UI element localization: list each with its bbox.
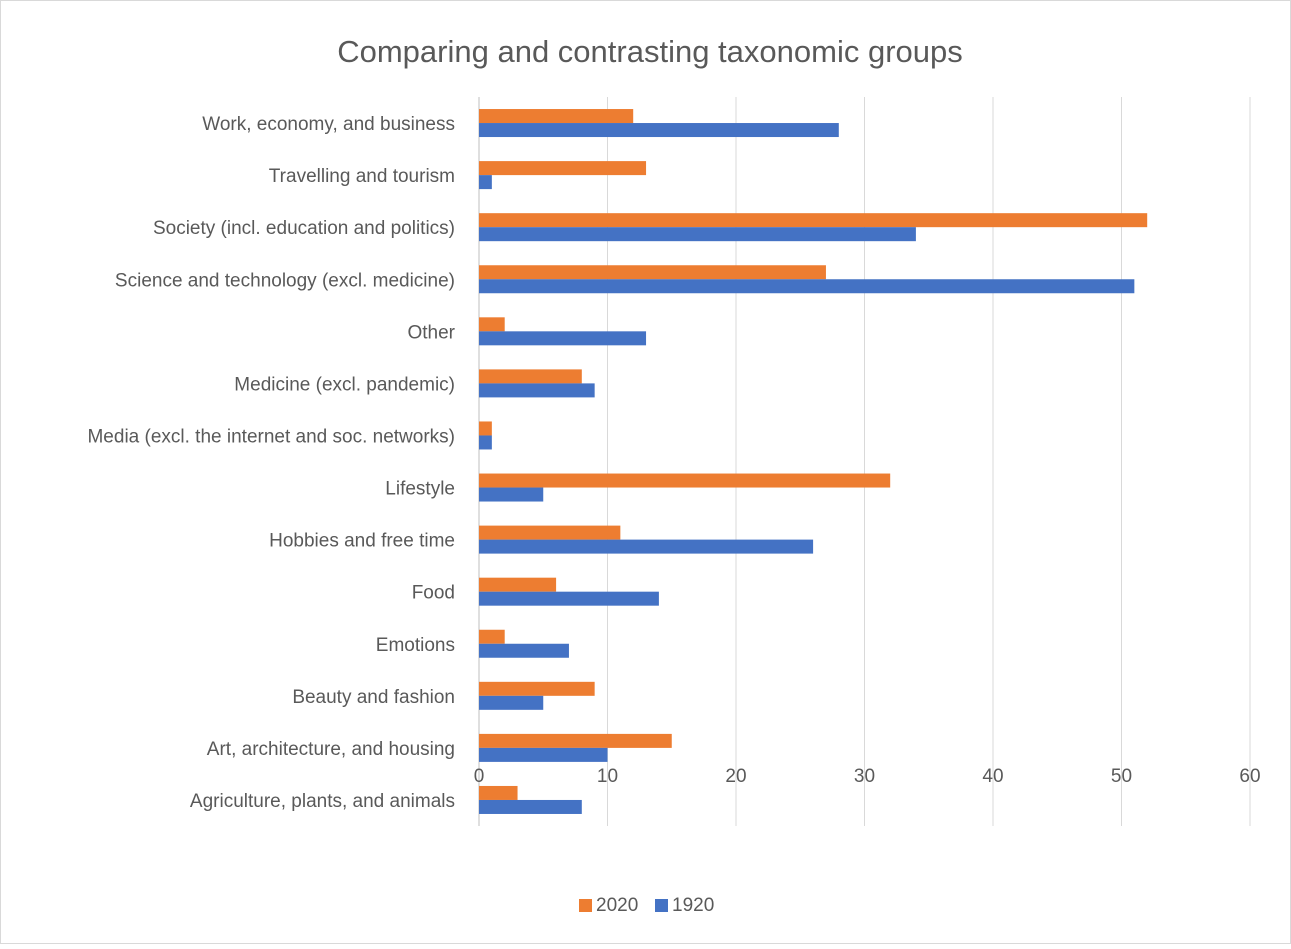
bar-2020 [479,213,1148,228]
category-label: Emotions [376,635,455,656]
bar-2020 [479,681,595,696]
category-label: Travelling and tourism [269,166,455,187]
x-tick-label: 50 [1111,766,1132,787]
bar-1920 [479,435,492,450]
bar-1920 [479,695,544,710]
x-tick-label: 20 [725,766,746,787]
x-tick-label: 0 [474,766,485,787]
bar-2020 [479,525,621,540]
bar-2020 [479,473,891,488]
legend-label[interactable]: 1920 [672,895,714,916]
bar-2020 [479,577,557,592]
category-label: Other [407,322,455,343]
bar-2020 [479,161,647,176]
bar-2020 [479,785,518,800]
category-label: Agriculture, plants, and animals [190,791,455,812]
category-label: Hobbies and free time [269,531,455,552]
category-label: Society (incl. education and politics) [153,218,455,239]
category-labels: Work, economy, and business Travelling an… [87,114,455,812]
bar-2020 [479,317,505,332]
legend-label[interactable]: 2020 [596,895,638,916]
bar-2020 [479,265,826,280]
legend[interactable]: 2020 1920 [579,895,714,916]
bar-2020 [479,629,505,644]
bar-1920 [479,279,1135,294]
category-label: Medicine (excl. pandemic) [234,374,455,395]
x-tick-label: 30 [854,766,875,787]
bar-2020 [479,369,582,384]
bar-1920 [479,591,659,606]
bar-2020 [479,109,634,124]
category-label: Beauty and fashion [292,687,455,708]
bar-1920 [479,747,608,762]
category-label: Food [412,583,455,604]
category-label: Media (excl. the internet and soc. netwo… [87,426,455,447]
bar-1920 [479,487,544,502]
bar-2020 [479,421,492,436]
category-label: Art, architecture, and housing [207,739,455,760]
bar-1920 [479,227,916,242]
bar-1920 [479,383,595,398]
category-label: Science and technology (excl. medicine) [115,270,455,291]
bar-1920 [479,799,582,814]
legend-swatch-2020 [579,899,592,912]
x-tick-label: 10 [597,766,618,787]
x-axis-tick-labels: 0 10 20 30 40 50 60 [474,766,1261,787]
category-label: Work, economy, and business [202,114,455,135]
bar-1920 [479,331,647,346]
bar-1920 [479,643,569,658]
x-tick-label: 60 [1239,766,1260,787]
bar-1920 [479,539,814,554]
chart-title: Comparing and contrasting taxonomic grou… [337,34,963,69]
bar-1920 [479,175,492,190]
category-label: Lifestyle [385,479,455,500]
legend-swatch-1920 [655,899,668,912]
bar-1920 [479,123,839,138]
bars [479,109,1148,814]
bar-2020 [479,733,672,748]
x-tick-label: 40 [982,766,1003,787]
